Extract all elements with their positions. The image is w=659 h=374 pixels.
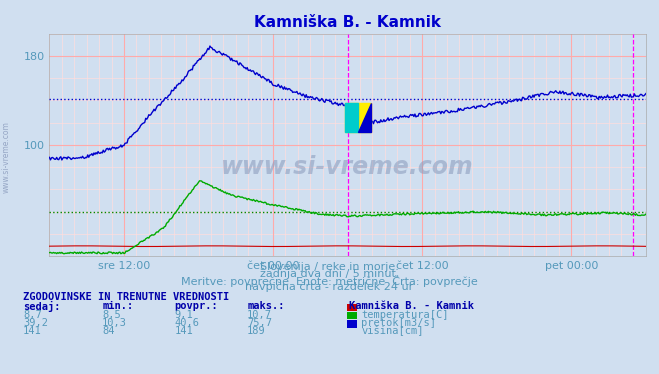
Text: višina[cm]: višina[cm]	[361, 326, 424, 337]
Bar	[345, 102, 371, 132]
Text: sedaj:: sedaj:	[23, 301, 61, 312]
Text: 10,7: 10,7	[247, 310, 272, 320]
Bar	[345, 102, 358, 132]
Text: 10,3: 10,3	[102, 318, 127, 328]
Text: Meritve: povprečne  Enote: metrične  Črta: povprečje: Meritve: povprečne Enote: metrične Črta:…	[181, 275, 478, 287]
Text: Kamniška B. - Kamnik: Kamniška B. - Kamnik	[349, 301, 474, 311]
Text: 9,1: 9,1	[175, 310, 193, 320]
Polygon shape	[358, 102, 371, 132]
Text: www.si-vreme.com: www.si-vreme.com	[2, 121, 11, 193]
Text: min.:: min.:	[102, 301, 133, 311]
Text: 141: 141	[23, 326, 42, 336]
Text: 75,7: 75,7	[247, 318, 272, 328]
Text: zadnja dva dni / 5 minut.: zadnja dva dni / 5 minut.	[260, 269, 399, 279]
Title: Kamniška B. - Kamnik: Kamniška B. - Kamnik	[254, 15, 441, 30]
Text: Slovenija / reke in morje.: Slovenija / reke in morje.	[260, 262, 399, 272]
Text: 8,5: 8,5	[102, 310, 121, 320]
Text: www.si-vreme.com: www.si-vreme.com	[221, 155, 474, 179]
Text: 141: 141	[175, 326, 193, 336]
Text: 84: 84	[102, 326, 115, 336]
Text: povpr.:: povpr.:	[175, 301, 218, 311]
Text: maks.:: maks.:	[247, 301, 285, 311]
Text: 189: 189	[247, 326, 266, 336]
Text: ZGODOVINSKE IN TRENUTNE VREDNOSTI: ZGODOVINSKE IN TRENUTNE VREDNOSTI	[23, 292, 229, 303]
Text: 8,7: 8,7	[23, 310, 42, 320]
Text: temperatura[C]: temperatura[C]	[361, 310, 449, 320]
Text: 40,6: 40,6	[175, 318, 200, 328]
Text: 39,2: 39,2	[23, 318, 48, 328]
Text: navpična črta - razdelek 24 ur: navpična črta - razdelek 24 ur	[245, 282, 414, 292]
Text: pretok[m3/s]: pretok[m3/s]	[361, 318, 436, 328]
